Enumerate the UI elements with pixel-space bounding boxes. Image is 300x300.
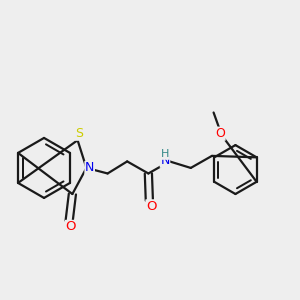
Text: N: N [85, 161, 94, 174]
Text: S: S [75, 127, 83, 140]
Text: H: H [161, 149, 169, 159]
Text: O: O [146, 200, 157, 213]
Text: O: O [65, 220, 76, 233]
Text: N: N [160, 154, 170, 167]
Text: O: O [215, 127, 225, 140]
